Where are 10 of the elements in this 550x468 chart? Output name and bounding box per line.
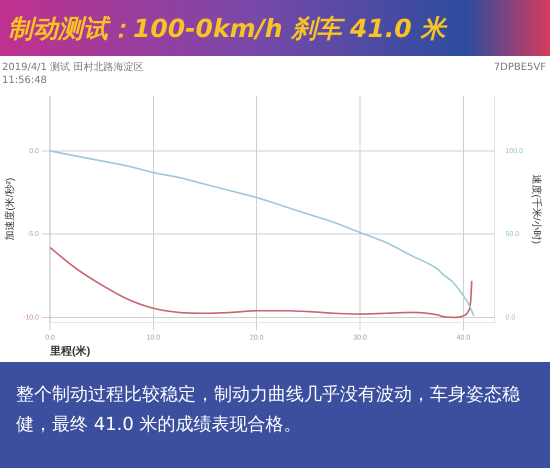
chart-subtitle: 2019/4/1 测试 田村北路海淀区 [2,60,144,74]
y-axis-title: 加速度(米/秒²) [4,178,16,241]
text: 11:56:48 [2,75,47,86]
text: 整个制动过程比较稳定，制动力曲线几乎没有波动，车身姿态稳健，最终 41.0 米的成绩表现合格。 [16,383,521,437]
chart-title: 制动测试：100-0km/h 刹车 41.0 米 [8,13,446,45]
line-series [50,150,475,317]
y2-axis-title: 速度(千米/小时) [530,174,542,244]
line-series [50,246,473,318]
x-axis-title: 里程(米) [48,344,91,358]
text: 7DPBE5VF [494,62,546,73]
